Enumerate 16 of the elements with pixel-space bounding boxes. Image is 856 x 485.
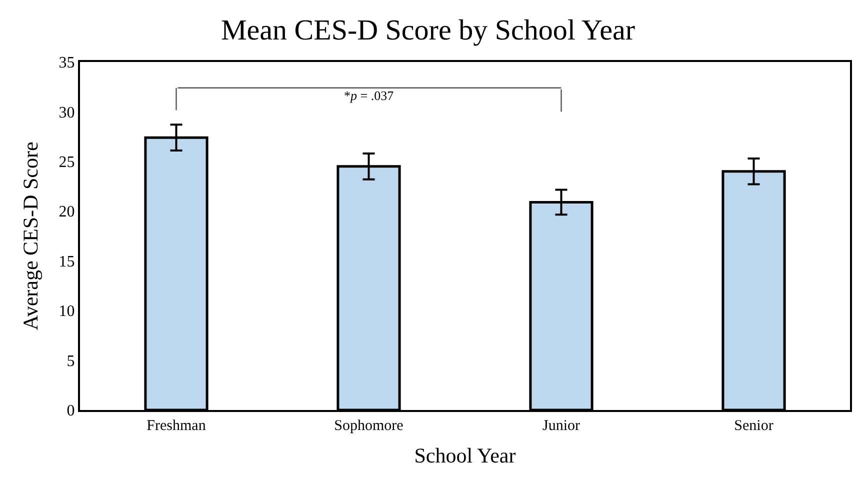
y-tick-label: 35 [58, 54, 75, 72]
x-axis-title: School Year [414, 444, 516, 468]
y-tick-label: 0 [66, 402, 75, 420]
y-tick-label: 10 [58, 303, 75, 320]
y-axis-title: Average CES-D Score [18, 142, 42, 330]
x-tick-label: Junior [542, 418, 580, 434]
x-tick-label: Freshman [146, 418, 206, 434]
y-tick-label: 20 [58, 204, 75, 221]
chart-title: Mean CES-D Score by School Year [220, 14, 636, 47]
annotation: *p = .037 [344, 88, 394, 103]
y-tick-label: 30 [58, 104, 75, 122]
y-tick-label: 25 [58, 154, 75, 172]
y-tick-label: 5 [66, 352, 75, 370]
x-tick-label: Sophomore [334, 418, 404, 434]
x-tick-label: Senior [734, 418, 774, 434]
y-tick-label: 15 [58, 253, 75, 270]
